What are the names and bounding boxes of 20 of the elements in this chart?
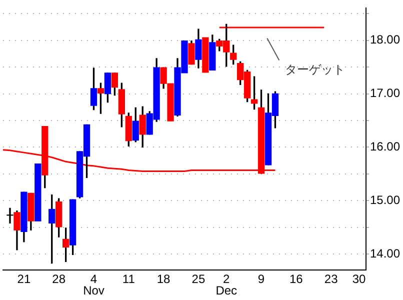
- x-tick-label: 4 Nov: [83, 272, 104, 298]
- x-tick-label: 16: [289, 272, 304, 286]
- y-tick-label: 15.00: [370, 193, 400, 207]
- x-tick-label: 30: [352, 272, 366, 286]
- y-tick-label: 17.00: [370, 86, 400, 100]
- y-tick-label: 18.00: [370, 32, 400, 47]
- x-tick-label: 28: [52, 272, 66, 286]
- y-tick-label: 14.00: [370, 246, 400, 260]
- x-tick-label: 11: [122, 272, 136, 286]
- candlestick: [202, 37, 209, 73]
- x-tick-label: 23: [324, 272, 338, 286]
- x-tick-label: 25: [192, 272, 206, 286]
- annotation: ターゲット: [285, 62, 346, 76]
- candlestick: [6, 208, 14, 224]
- x-tick-label: 21: [17, 272, 31, 286]
- candlestick: [34, 163, 42, 222]
- y-tick-label: 16.00: [370, 140, 400, 154]
- x-tick-label: 18: [156, 272, 171, 286]
- x-tick-label: 9: [258, 272, 265, 286]
- x-tick-label: 2 Dec: [216, 272, 238, 298]
